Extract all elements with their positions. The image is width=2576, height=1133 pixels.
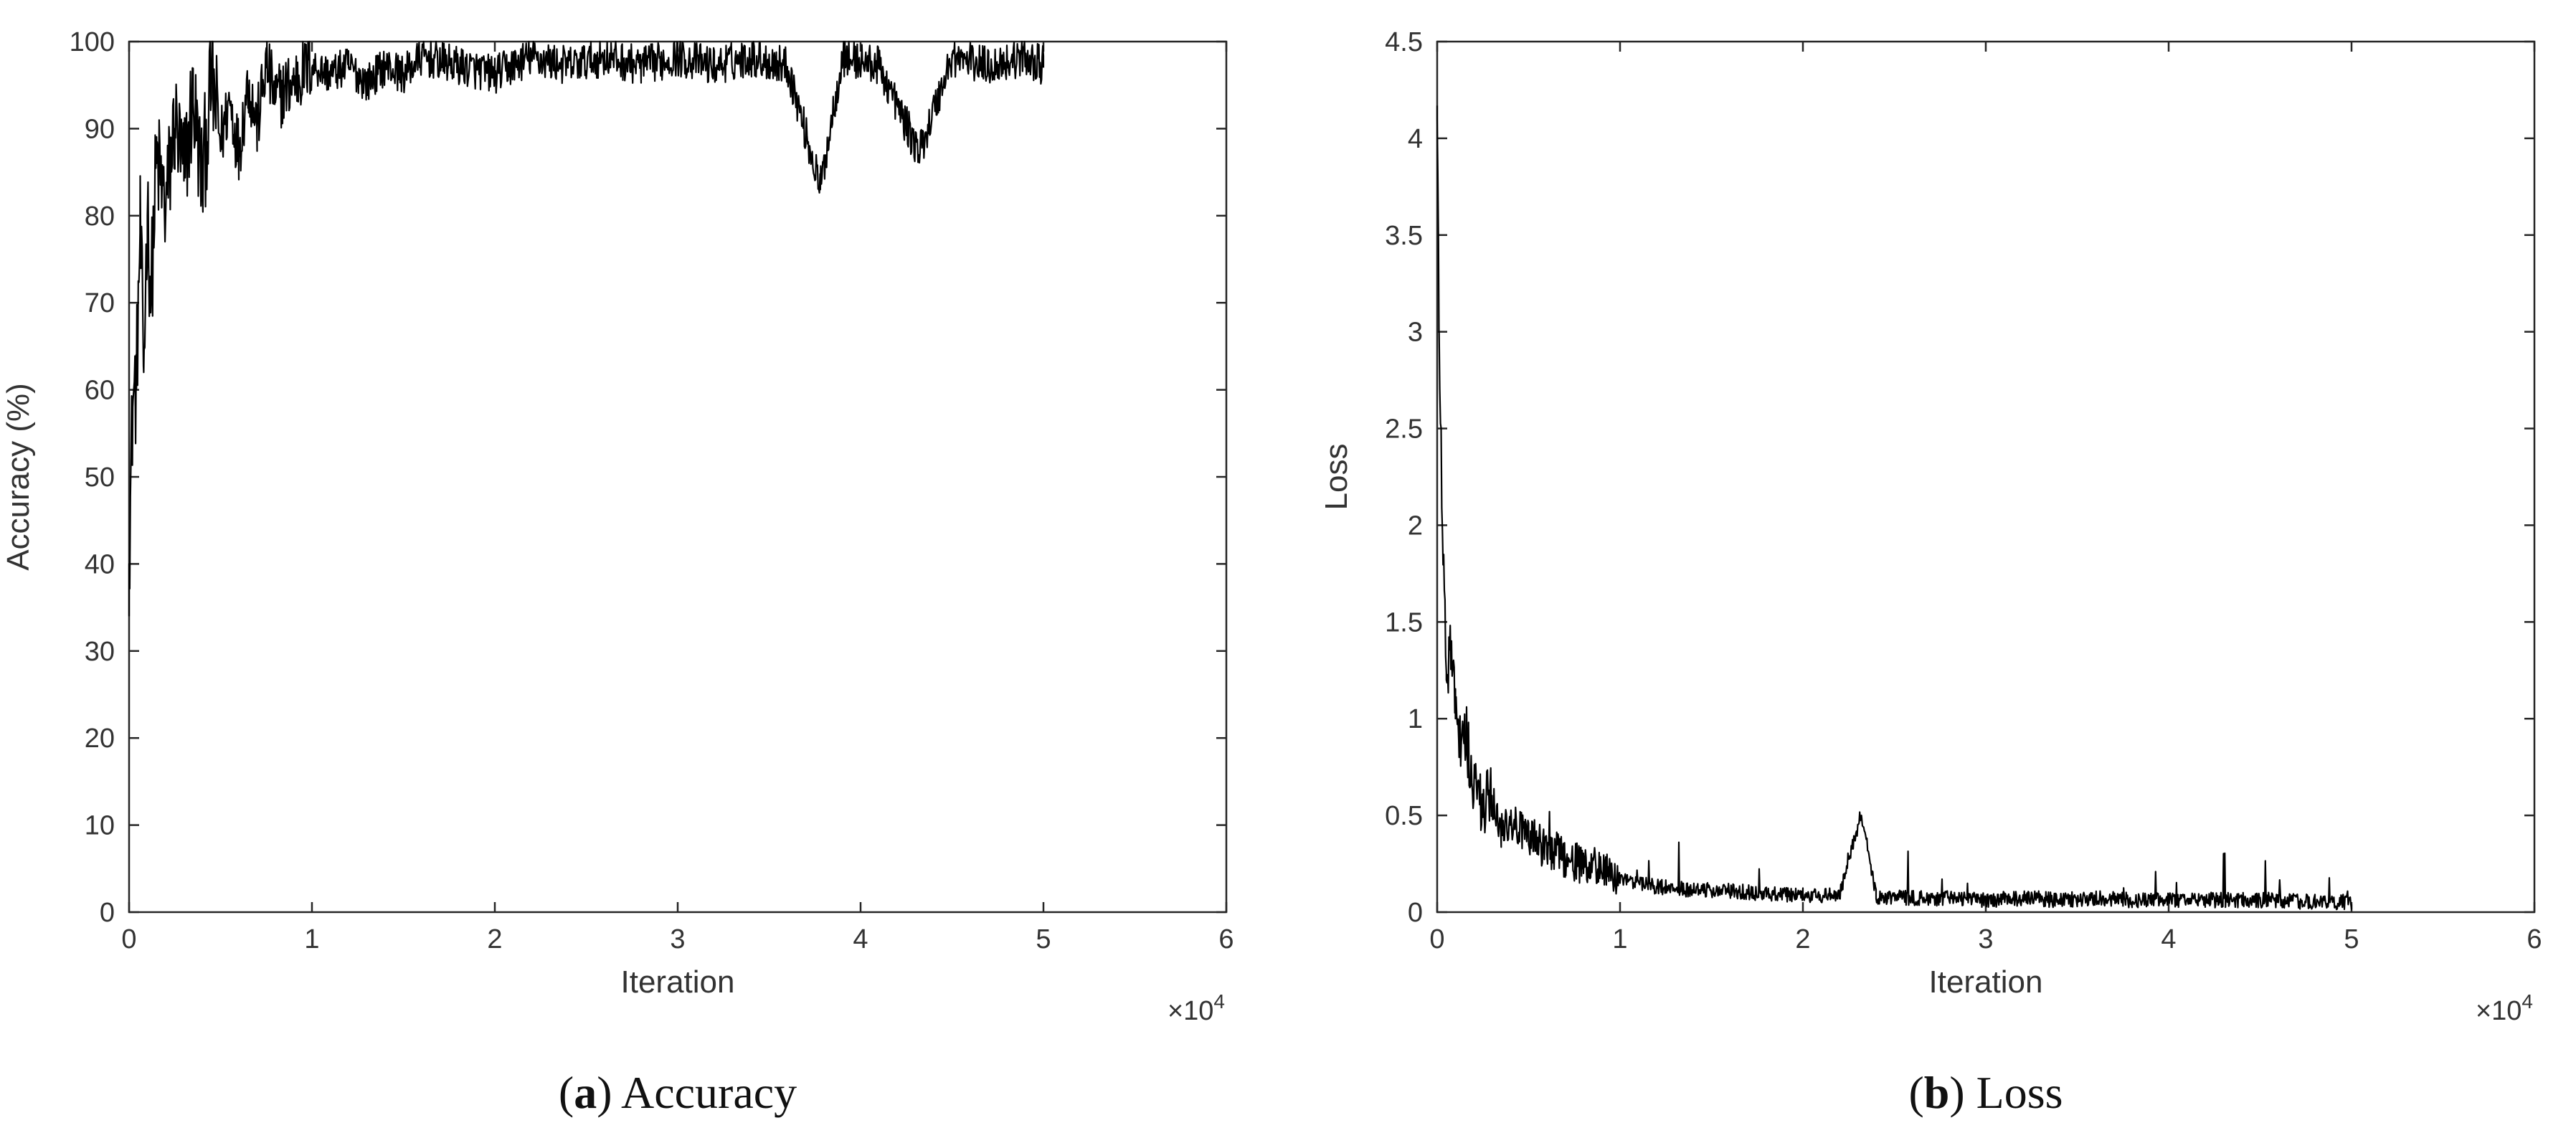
y-tick-label: 10 [85, 811, 115, 841]
x-tick-label: 0 [121, 924, 136, 954]
y-axis-label: Accuracy (%) [1, 383, 36, 571]
y-tick-label: 3.5 [1385, 221, 1423, 251]
x-multiplier: ×104 [1168, 990, 1225, 1026]
x-tick-label: 0 [1429, 924, 1444, 954]
x-tick-label: 1 [304, 924, 319, 954]
y-tick-label: 2.5 [1385, 414, 1423, 445]
x-tick-label: 1 [1612, 924, 1627, 954]
loss-chart: 0 1 2 3 4 5 6 0 0.5 1 1.5 2 2.5 3 3.5 4 4.5 Iteration Loss… [1319, 27, 2542, 1118]
y-tick-label: 40 [85, 549, 115, 579]
figure-caption: (a) Accuracy [559, 1067, 797, 1118]
x-tick-label: 6 [1218, 924, 1233, 954]
x-tick-label: 2 [1795, 924, 1810, 954]
series-line [1436, 105, 2353, 911]
x-tick-label: 4 [2161, 924, 2176, 954]
y-tick-label: 70 [85, 288, 115, 318]
y-axis-label: Loss [1319, 444, 1354, 511]
x-tick-label: 6 [2527, 924, 2542, 954]
x-tick-label: 2 [487, 924, 502, 954]
y-tick-label: 20 [85, 724, 115, 754]
figure-caption: (b) Loss [1908, 1067, 2063, 1118]
series-line [128, 40, 1045, 617]
y-tick-label: 2 [1408, 511, 1423, 541]
y-tick-label: 0 [100, 898, 115, 928]
plot-frame [128, 40, 1228, 914]
y-tick-label: 3 [1408, 318, 1423, 348]
y-tick-label: 0 [1408, 898, 1423, 928]
x-axis-label: Iteration [621, 964, 735, 1000]
y-tick-label: 4.5 [1385, 27, 1423, 57]
x-tick-label: 3 [1978, 924, 1993, 954]
x-tick-label: 5 [1036, 924, 1051, 954]
y-tick-label: 90 [85, 114, 115, 144]
y-tick-label: 50 [85, 463, 115, 493]
x-tick-label: 3 [670, 924, 685, 954]
y-tick-label: 30 [85, 637, 115, 667]
y-tick-label: 0.5 [1385, 801, 1423, 831]
x-multiplier: ×104 [2476, 990, 2533, 1026]
x-tick-label: 5 [2344, 924, 2359, 954]
accuracy-chart: 0 1 2 3 4 5 60102030405060708090100IterationAc… [1, 27, 1234, 1118]
y-tick-label: 1.5 [1385, 607, 1423, 637]
y-tick-label: 100 [70, 27, 115, 57]
y-tick-label: 80 [85, 202, 115, 232]
y-tick-label: 1 [1408, 704, 1423, 734]
y-tick-label: 60 [85, 376, 115, 406]
x-axis-label: Iteration [1929, 964, 2043, 1000]
x-tick-label: 4 [853, 924, 868, 954]
plot-frame [1436, 40, 2536, 914]
y-tick-label: 4 [1408, 124, 1423, 154]
